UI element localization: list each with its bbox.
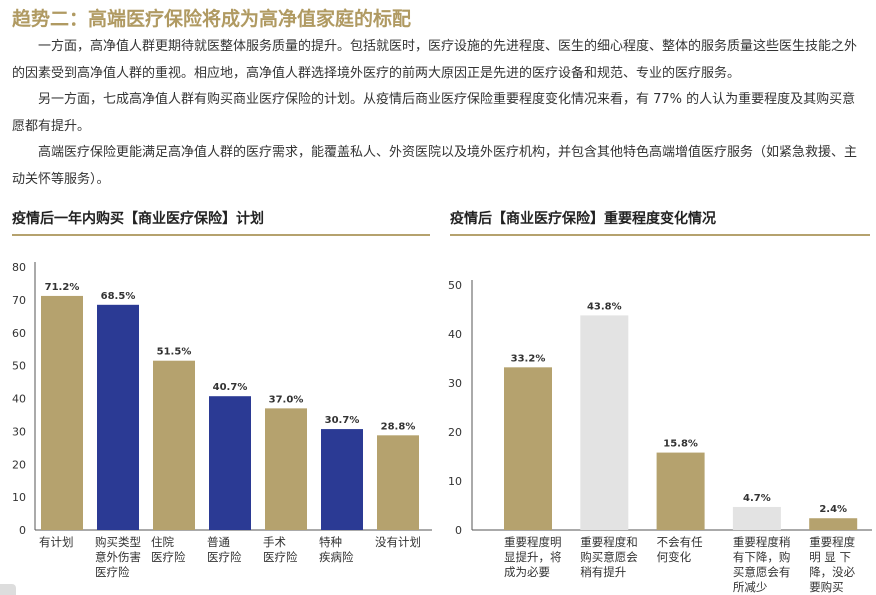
- x-tick-label: 医疗险: [207, 550, 242, 564]
- y-tick-label: 20: [12, 458, 26, 471]
- y-tick-label: 0: [19, 524, 26, 537]
- x-tick-label: 所减少: [733, 580, 768, 594]
- bar: [209, 396, 251, 530]
- data-label: 37.0%: [269, 394, 304, 405]
- bar: [809, 518, 858, 530]
- bar: [504, 367, 552, 530]
- x-tick-label: 稍有提升: [580, 565, 626, 579]
- x-tick-label: 没有计划: [375, 535, 421, 549]
- paragraph: 另一方面，七成高净值人群有购买商业医疗保险的计划。从疫情后商业医疗保险重要程度变…: [12, 92, 856, 134]
- bar: [580, 315, 629, 530]
- paragraph: 一方面，高净值人群更期待就医整体服务质量的提升。包括就医时，医疗设施的先进程度、…: [12, 39, 858, 81]
- data-label: 2.4%: [819, 504, 847, 515]
- paragraph: 高端医疗保险更能满足高净值人群的医疗需求，能覆盖私人、外资医院以及境外医疗机构，…: [12, 145, 858, 187]
- x-tick-label: 普通: [207, 535, 230, 549]
- x-tick-label: 手术: [263, 535, 286, 549]
- data-label: 68.5%: [101, 291, 136, 302]
- x-tick-label: 购买意愿会: [580, 550, 638, 564]
- y-tick-label: 50: [448, 279, 462, 292]
- data-label: 30.7%: [325, 415, 360, 426]
- x-tick-label: 要购买: [809, 580, 844, 594]
- bottom-tab[interactable]: [0, 584, 16, 595]
- bar: [41, 295, 83, 530]
- x-tick-label: 疾病险: [319, 550, 354, 564]
- x-tick-label: 降，没必: [809, 565, 855, 579]
- x-tick-label: 何变化: [657, 550, 692, 564]
- data-label: 43.8%: [587, 301, 622, 312]
- data-label: 15.8%: [663, 439, 698, 450]
- y-tick-label: 0: [455, 524, 462, 537]
- y-tick-label: 20: [448, 426, 462, 439]
- bar: [265, 408, 307, 530]
- data-label: 71.2%: [45, 282, 80, 293]
- data-label: 51.5%: [157, 347, 192, 358]
- y-tick-label: 40: [12, 393, 26, 406]
- chart-title-left: 疫情后一年内购买【商业医疗保险】计划: [12, 208, 430, 236]
- x-tick-label: 重要程度稍: [733, 535, 791, 549]
- bar: [153, 360, 195, 530]
- bar: [377, 435, 419, 530]
- x-tick-label: 重要程度和: [580, 535, 638, 549]
- x-tick-label: 不会有任: [657, 535, 703, 549]
- x-tick-label: 医疗险: [263, 550, 298, 564]
- x-tick-label: 显提升，将: [504, 550, 562, 564]
- data-label: 28.8%: [381, 421, 416, 432]
- bar: [732, 506, 781, 530]
- x-tick-label: 买意愿会有: [733, 565, 791, 579]
- bar: [321, 429, 363, 530]
- x-tick-label: 意外伤害: [95, 550, 141, 564]
- data-label: 33.2%: [511, 353, 546, 364]
- x-tick-label: 有下降，购: [733, 550, 791, 564]
- chart-title-right: 疫情后【商业医疗保险】重要程度变化情况: [450, 208, 870, 236]
- x-tick-label: 重要程度明: [504, 535, 562, 549]
- page-title: 趋势二：高端医疗保险将成为高净值家庭的标配: [12, 8, 412, 30]
- y-tick-label: 30: [12, 425, 26, 438]
- x-tick-label: 明 显 下: [809, 550, 851, 564]
- data-label: 4.7%: [743, 493, 771, 504]
- y-tick-label: 50: [12, 360, 26, 373]
- x-tick-label: 有计划: [39, 535, 74, 549]
- y-tick-label: 40: [448, 328, 462, 341]
- x-tick-label: 成为必要: [504, 565, 550, 579]
- y-tick-label: 80: [12, 261, 26, 274]
- y-tick-label: 10: [448, 475, 462, 488]
- x-tick-label: 特种: [319, 535, 342, 549]
- x-tick-label: 重要程度: [809, 535, 855, 549]
- y-tick-label: 10: [12, 491, 26, 504]
- y-tick-label: 60: [12, 327, 26, 340]
- x-tick-label: 医疗险: [95, 565, 130, 579]
- y-tick-label: 70: [12, 294, 26, 307]
- bar: [656, 452, 705, 530]
- x-tick-label: 医疗险: [151, 550, 186, 564]
- x-tick-label: 住院: [151, 535, 174, 549]
- bar: [97, 304, 139, 530]
- y-tick-label: 30: [448, 377, 462, 390]
- data-label: 40.7%: [213, 382, 248, 393]
- x-tick-label: 购买类型: [95, 535, 141, 549]
